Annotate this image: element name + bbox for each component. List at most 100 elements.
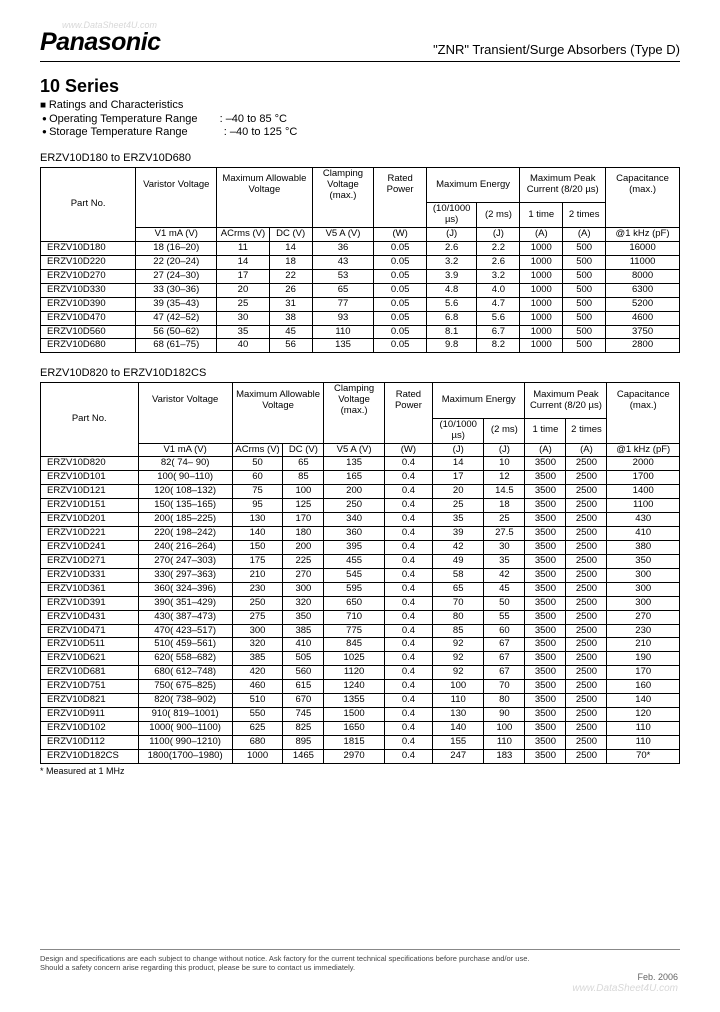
table-cell: 2500 <box>566 624 607 638</box>
table-cell: 75 <box>232 485 283 499</box>
table-cell: 2500 <box>566 596 607 610</box>
table-cell: 0.05 <box>374 339 426 353</box>
table-cell: 82( 74– 90) <box>138 457 232 471</box>
table-cell: 27.5 <box>484 527 525 541</box>
table-cell: 85 <box>433 624 484 638</box>
table-cell: 0.05 <box>374 325 426 339</box>
storage-temp-value: : –40 to 125 °C <box>224 126 298 138</box>
table-cell: 3500 <box>525 568 566 582</box>
th2-e2: (2 ms) <box>484 418 525 443</box>
th-sub-a1: (A) <box>520 228 563 242</box>
table-cell: 50 <box>484 596 525 610</box>
table-cell: 4.7 <box>477 297 520 311</box>
table-row: ERZV10D18018 (16–20)1114360.052.62.21000… <box>41 242 680 256</box>
table-cell: 3500 <box>525 624 566 638</box>
table-cell: 3500 <box>525 471 566 485</box>
table-cell: 85 <box>283 471 324 485</box>
table-cell: ERZV10D470 <box>41 311 136 325</box>
table-cell: 895 <box>283 735 324 749</box>
table-cell: 550 <box>232 708 283 722</box>
table-cell: 39 (35–43) <box>136 297 217 311</box>
table-cell: 170 <box>607 666 680 680</box>
th2-peak: Maximum Peak Current (8/20 µs) <box>525 383 607 418</box>
table-cell: 80 <box>433 610 484 624</box>
table-cell: 8000 <box>606 269 680 283</box>
table-cell: 2.6 <box>477 255 520 269</box>
table-cell: 100 <box>283 485 324 499</box>
document-title: "ZNR" Transient/Surge Absorbers (Type D) <box>433 42 680 57</box>
table-cell: 510 <box>232 694 283 708</box>
table-cell: 120( 108–132) <box>138 485 232 499</box>
table-cell: ERZV10D330 <box>41 283 136 297</box>
table-cell: 2.6 <box>426 242 477 256</box>
table-cell: 1000 <box>520 297 563 311</box>
range1-caption: ERZV10D180 to ERZV10D680 <box>40 152 680 164</box>
table-cell: 3750 <box>606 325 680 339</box>
table-cell: 31 <box>269 297 312 311</box>
table-row: ERZV10D33033 (30–36)2026650.054.84.01000… <box>41 283 680 297</box>
table-cell: 3.2 <box>426 255 477 269</box>
table-cell: 3500 <box>525 680 566 694</box>
th2-varistor: Varistor Voltage <box>138 383 232 418</box>
table-row: ERZV10D121120( 108–132)751002000.42014.5… <box>41 485 680 499</box>
table-cell: 0.05 <box>374 283 426 297</box>
watermark-top: www.DataSheet4U.com <box>62 20 157 30</box>
table-cell: 6.7 <box>477 325 520 339</box>
table-cell: 500 <box>563 325 606 339</box>
header: Panasonic "ZNR" Transient/Surge Absorber… <box>40 28 680 62</box>
th2-p1: 1 time <box>525 418 566 443</box>
table-row: ERZV10D681680( 612–748)42056011200.49267… <box>41 666 680 680</box>
table-cell: 0.4 <box>384 666 432 680</box>
table-cell: 3.9 <box>426 269 477 283</box>
table-cell: ERZV10D390 <box>41 297 136 311</box>
th2-sub-j2: (J) <box>484 443 525 457</box>
table-cell: 95 <box>232 499 283 513</box>
table-cell: 40 <box>217 339 269 353</box>
table-cell: 0.4 <box>384 638 432 652</box>
table-cell: ERZV10D221 <box>41 527 139 541</box>
table-cell: 93 <box>312 311 374 325</box>
table-cell: ERZV10D361 <box>41 582 139 596</box>
th-clamp: Clamping Voltage (max.) <box>312 168 374 203</box>
ratings-header: Ratings and Characteristics <box>40 99 680 111</box>
table-cell: 330( 297–363) <box>138 568 232 582</box>
table-cell: 12 <box>484 471 525 485</box>
th2-allow: Maximum Allowable Voltage <box>232 383 324 418</box>
table-cell: 1025 <box>324 652 384 666</box>
table-cell: 615 <box>283 680 324 694</box>
table2-body: ERZV10D82082( 74– 90)50651350.4141035002… <box>41 457 680 763</box>
table-cell: 250 <box>232 596 283 610</box>
table-row: ERZV10D911910( 819–1001)55074515000.4130… <box>41 708 680 722</box>
table-cell: 77 <box>312 297 374 311</box>
table-cell: 0.05 <box>374 269 426 283</box>
table-cell: 30 <box>484 540 525 554</box>
table-cell: 0.4 <box>384 708 432 722</box>
table-cell: 180 <box>283 527 324 541</box>
table-cell: 9.8 <box>426 339 477 353</box>
table-cell: 1815 <box>324 735 384 749</box>
table-cell: 22 (20–24) <box>136 255 217 269</box>
th2-part: Part No. <box>41 383 139 457</box>
table-cell: 385 <box>283 624 324 638</box>
table-cell: ERZV10D821 <box>41 694 139 708</box>
table-cell: 2500 <box>566 652 607 666</box>
table-cell: 455 <box>324 554 384 568</box>
th-peak: Maximum Peak Current (8/20 µs) <box>520 168 606 203</box>
th2-clamp: Clamping Voltage (max.) <box>324 383 384 418</box>
table-row: ERZV10D1121100( 990–1210)68089518150.415… <box>41 735 680 749</box>
table-cell: 67 <box>484 638 525 652</box>
table-cell: 680( 612–748) <box>138 666 232 680</box>
table-cell: 300 <box>607 582 680 596</box>
table-cell: 39 <box>433 527 484 541</box>
table-row: ERZV10D68068 (61–75)40561350.059.88.2100… <box>41 339 680 353</box>
table-cell: 65 <box>312 283 374 297</box>
op-temp-value: : –40 to 85 °C <box>220 113 287 125</box>
table-row: ERZV10D56056 (50–62)35451100.058.16.7100… <box>41 325 680 339</box>
table-cell: 6.8 <box>426 311 477 325</box>
th2-sub-dc: DC (V) <box>283 443 324 457</box>
table-cell: 500 <box>563 297 606 311</box>
table-cell: 385 <box>232 652 283 666</box>
table-cell: 410 <box>283 638 324 652</box>
table-cell: 395 <box>324 540 384 554</box>
table-cell: 67 <box>484 652 525 666</box>
